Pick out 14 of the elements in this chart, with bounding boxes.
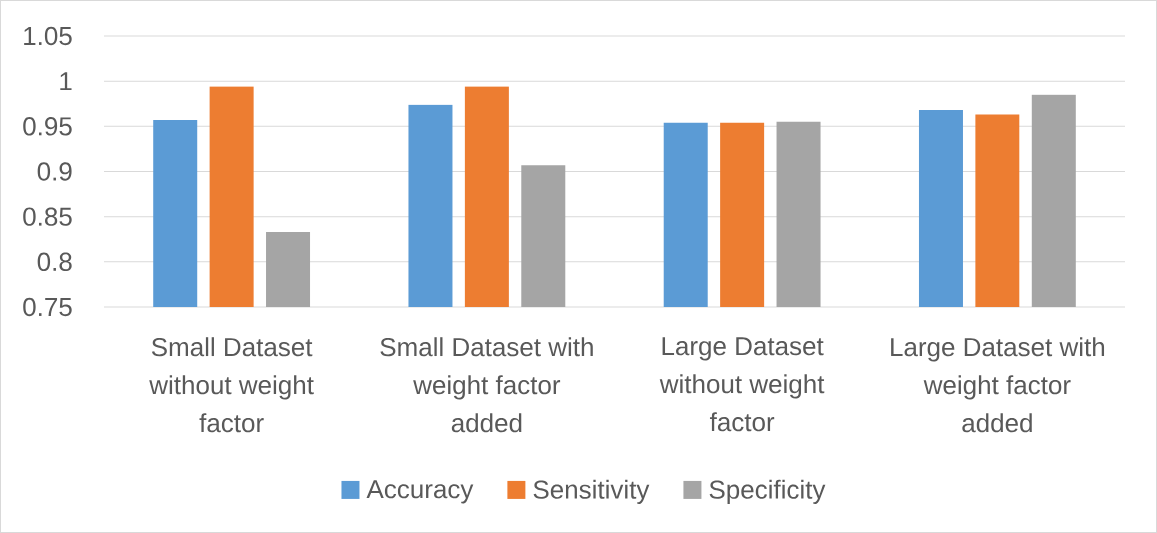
y-tick-label: 1 bbox=[60, 72, 72, 91]
y-tick-label: 0.85 bbox=[23, 207, 72, 226]
x-tick-label: Large Dataset with weight factor added bbox=[891, 337, 1105, 433]
x-tick-label: Small Dataset without weight factor bbox=[149, 337, 314, 433]
y-tick-label: 0.9 bbox=[37, 162, 72, 181]
y-tick-label: 0.95 bbox=[23, 117, 72, 136]
legend-label: Sensitivity bbox=[533, 479, 650, 504]
x-tick-label: Large Dataset without weight factor bbox=[659, 337, 825, 432]
y-tick-label: 0.8 bbox=[37, 252, 72, 272]
y-tick-label: 1.05 bbox=[24, 26, 72, 46]
legend-label: Accuracy bbox=[366, 480, 474, 504]
x-tick-label: Small Dataset with weight factor added bbox=[380, 337, 593, 433]
y-tick-label: 0.75 bbox=[23, 297, 72, 317]
legend-label: Specificity bbox=[709, 479, 826, 504]
